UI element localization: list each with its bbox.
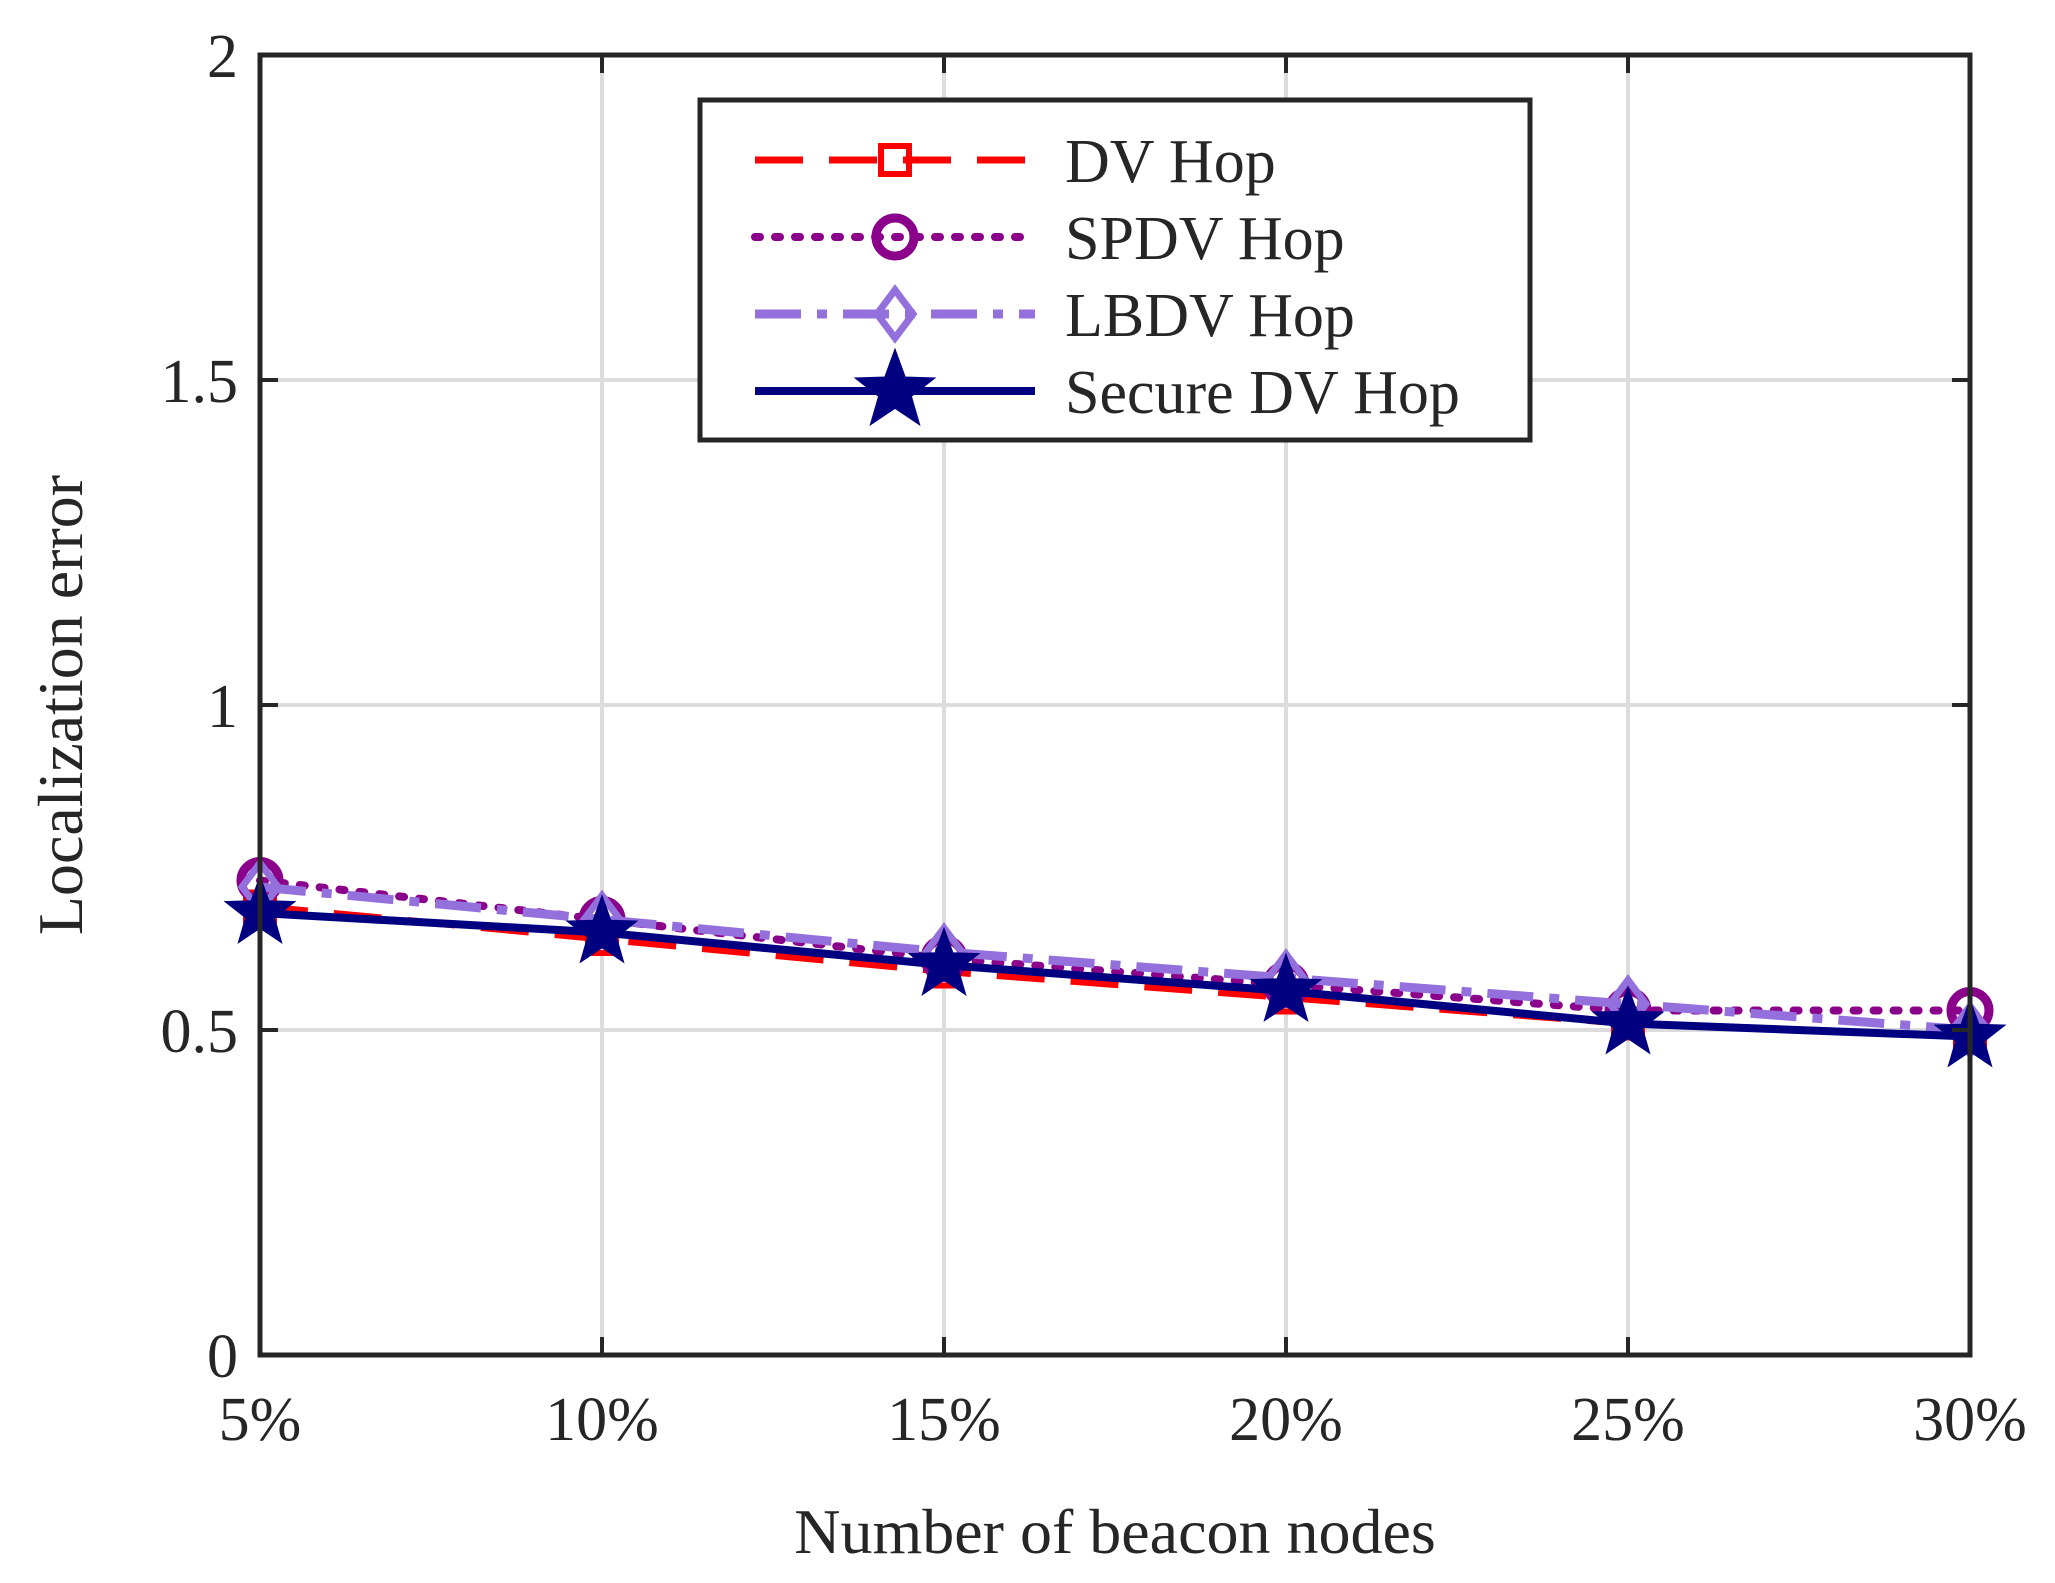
star-marker (1591, 985, 1665, 1055)
legend-box (697, 97, 1533, 443)
legend-entry: LBDV Hop (755, 282, 1355, 350)
legend-label: DV Hop (1065, 128, 1276, 196)
star-marker (1249, 952, 1323, 1023)
x-tick-label: 30% (1913, 1386, 2027, 1454)
star-marker (565, 894, 639, 964)
y-tick-label: 1.5 (161, 348, 239, 416)
legend-label: LBDV Hop (1065, 282, 1355, 350)
x-axis-tick-labels: 5% 10% 15% 20% 25% 30% (219, 1386, 2027, 1454)
square-marker (878, 143, 912, 177)
x-tick-label: 20% (1229, 1386, 1343, 1454)
x-tick-label: 10% (545, 1386, 659, 1454)
axis-ticks (258, 53, 1972, 1357)
legend-label: SPDV Hop (1065, 205, 1345, 273)
x-tick-label: 5% (219, 1386, 302, 1454)
y-tick-label: 1 (207, 673, 238, 741)
series-layer (223, 857, 2007, 1068)
legend-entry: SPDV Hop (751, 205, 1345, 273)
x-tick-label: 25% (1571, 1386, 1685, 1454)
y-axis-label: Localization error (25, 475, 96, 935)
legend-label: Secure DV Hop (1065, 359, 1460, 427)
series-line (259, 882, 1971, 1035)
series-line (259, 909, 1971, 1041)
y-axis-tick-labels: 0 0.5 1 1.5 2 (161, 23, 239, 1391)
diamond-marker (872, 284, 918, 344)
y-tick-label: 0.5 (161, 998, 239, 1066)
legend-entry: Secure DV Hop (755, 347, 1460, 427)
circle-marker (871, 213, 919, 261)
y-tick-label: 2 (207, 23, 238, 91)
star-marker (853, 347, 937, 427)
x-axis-label: Number of beacon nodes (794, 1496, 1436, 1567)
y-tick-label: 0 (207, 1323, 238, 1391)
x-tick-label: 15% (887, 1386, 1001, 1454)
legend-entry: DV Hop (755, 128, 1276, 196)
star-marker (907, 926, 981, 997)
legend: DV Hop SPDV Hop LBDV Hop Secure DV Hop (697, 97, 1533, 443)
